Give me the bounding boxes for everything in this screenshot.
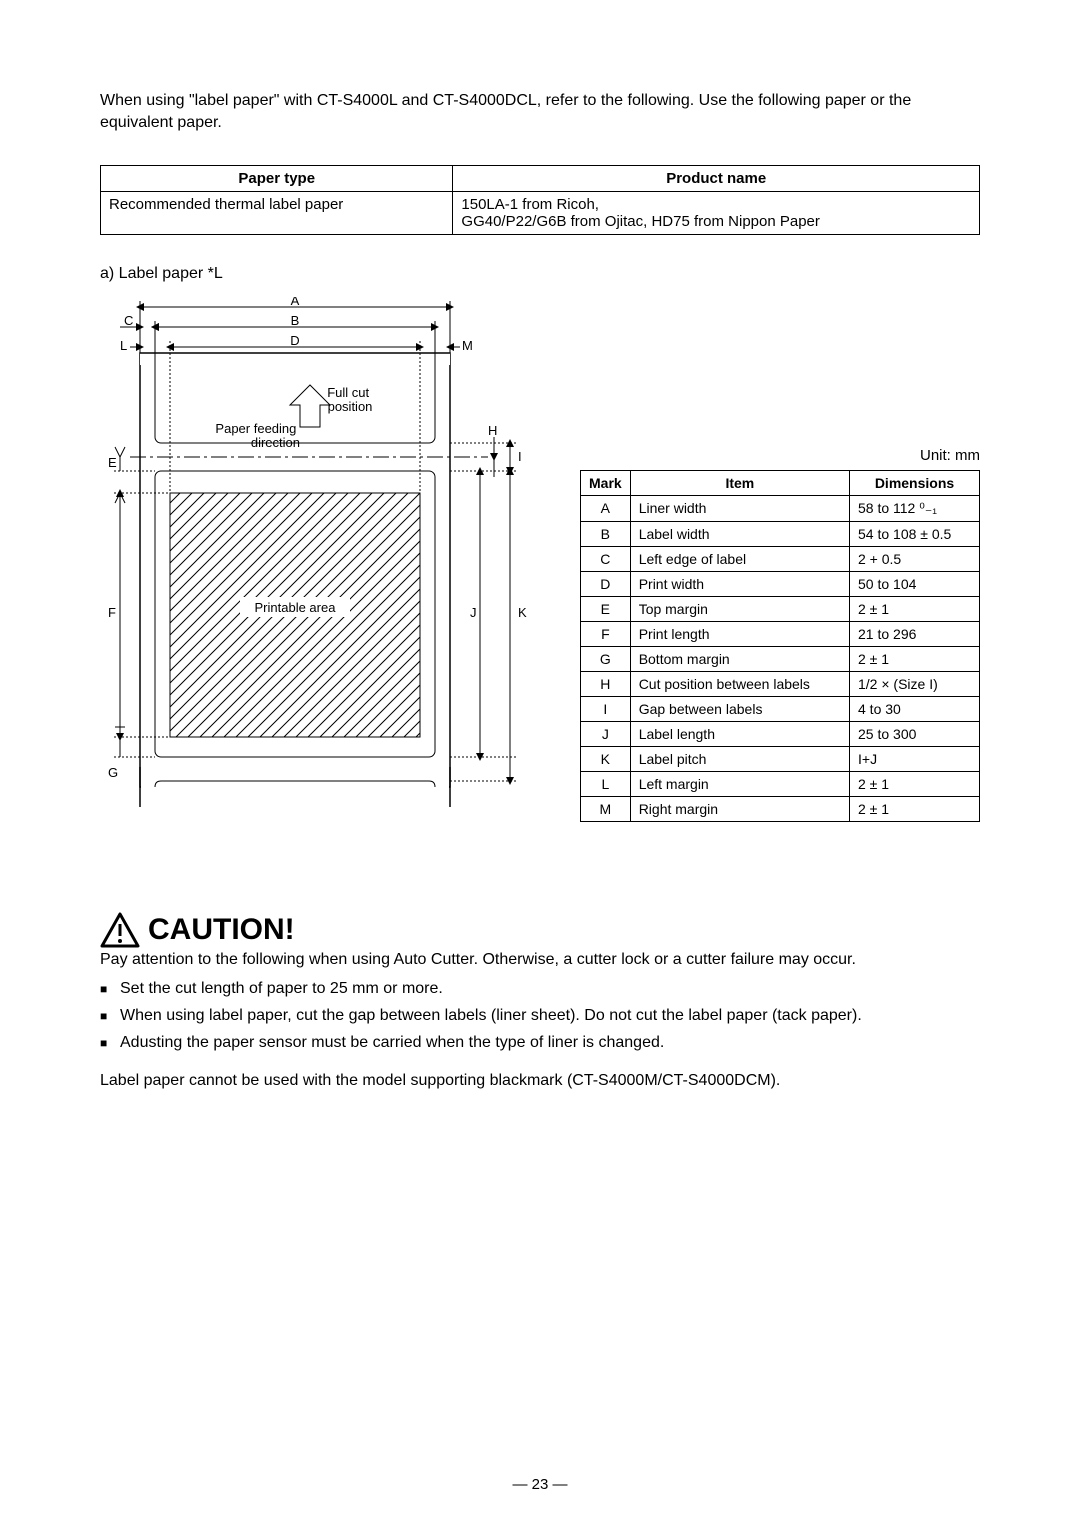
- intro-text: When using "label paper" with CT-S4000L …: [100, 90, 980, 135]
- table-row: LLeft margin2 ± 1: [581, 771, 980, 796]
- dim-A: A: [291, 297, 300, 308]
- table-row: GBottom margin2 ± 1: [581, 646, 980, 671]
- dim-J: J: [470, 605, 477, 620]
- dim-header-mark: Mark: [581, 470, 631, 495]
- dim-H: H: [488, 423, 497, 438]
- dim-L: L: [120, 338, 127, 353]
- list-item: Set the cut length of paper to 25 mm or …: [100, 977, 980, 1000]
- dim-K: K: [518, 605, 527, 620]
- table-row: CLeft edge of label2 + 0.5: [581, 546, 980, 571]
- product-name-header: Product name: [453, 165, 980, 191]
- table-row: DPrint width50 to 104: [581, 571, 980, 596]
- product-name-cell: 150LA-1 from Ricoh, GG40/P22/G6B from Oj…: [453, 191, 980, 234]
- dim-B: B: [291, 313, 300, 328]
- dimensions-table: Mark Item Dimensions ALiner width58 to 1…: [580, 470, 980, 822]
- table-row: JLabel length25 to 300: [581, 721, 980, 746]
- table-row: FPrint length21 to 296: [581, 621, 980, 646]
- caution-title: CAUTION!: [148, 913, 295, 947]
- dim-header-item: Item: [630, 470, 849, 495]
- list-item: Adusting the paper sensor must be carrie…: [100, 1031, 980, 1054]
- table-row: KLabel pitchI+J: [581, 746, 980, 771]
- caution-lead: Pay attention to the following when usin…: [100, 948, 980, 971]
- label-diagram: Printable area Full cut position Paper f…: [100, 297, 530, 812]
- feed-dir-label: Paper feeding direction: [215, 421, 300, 450]
- paper-type-table: Paper type Product name Recommended ther…: [100, 165, 980, 235]
- dim-I: I: [518, 449, 522, 464]
- unit-label: Unit: mm: [580, 447, 980, 464]
- caution-icon: [100, 912, 140, 948]
- dim-header-dimensions: Dimensions: [850, 470, 980, 495]
- paper-type-cell: Recommended thermal label paper: [101, 191, 453, 234]
- table-row: ALiner width58 to 112 ⁰₋₁: [581, 495, 980, 521]
- table-row: IGap between labels4 to 30: [581, 696, 980, 721]
- printable-area-label: Printable area: [255, 600, 337, 615]
- dim-M: M: [462, 338, 473, 353]
- dim-F: F: [108, 605, 116, 620]
- paper-type-header: Paper type: [101, 165, 453, 191]
- dim-D: D: [290, 333, 299, 348]
- table-row: HCut position between labels1/2 × (Size …: [581, 671, 980, 696]
- dim-E: E: [108, 455, 117, 470]
- dim-C: C: [124, 313, 133, 328]
- section-label: a) Label paper *L: [100, 265, 980, 283]
- page-number: — 23 —: [0, 1476, 1080, 1493]
- caution-note: Label paper cannot be used with the mode…: [100, 1069, 980, 1092]
- table-row: BLabel width54 to 108 ± 0.5: [581, 521, 980, 546]
- dim-G: G: [108, 765, 118, 780]
- table-row: ETop margin2 ± 1: [581, 596, 980, 621]
- list-item: When using label paper, cut the gap betw…: [100, 1004, 980, 1027]
- table-row: MRight margin2 ± 1: [581, 796, 980, 821]
- full-cut-label: Full cut position: [327, 385, 373, 414]
